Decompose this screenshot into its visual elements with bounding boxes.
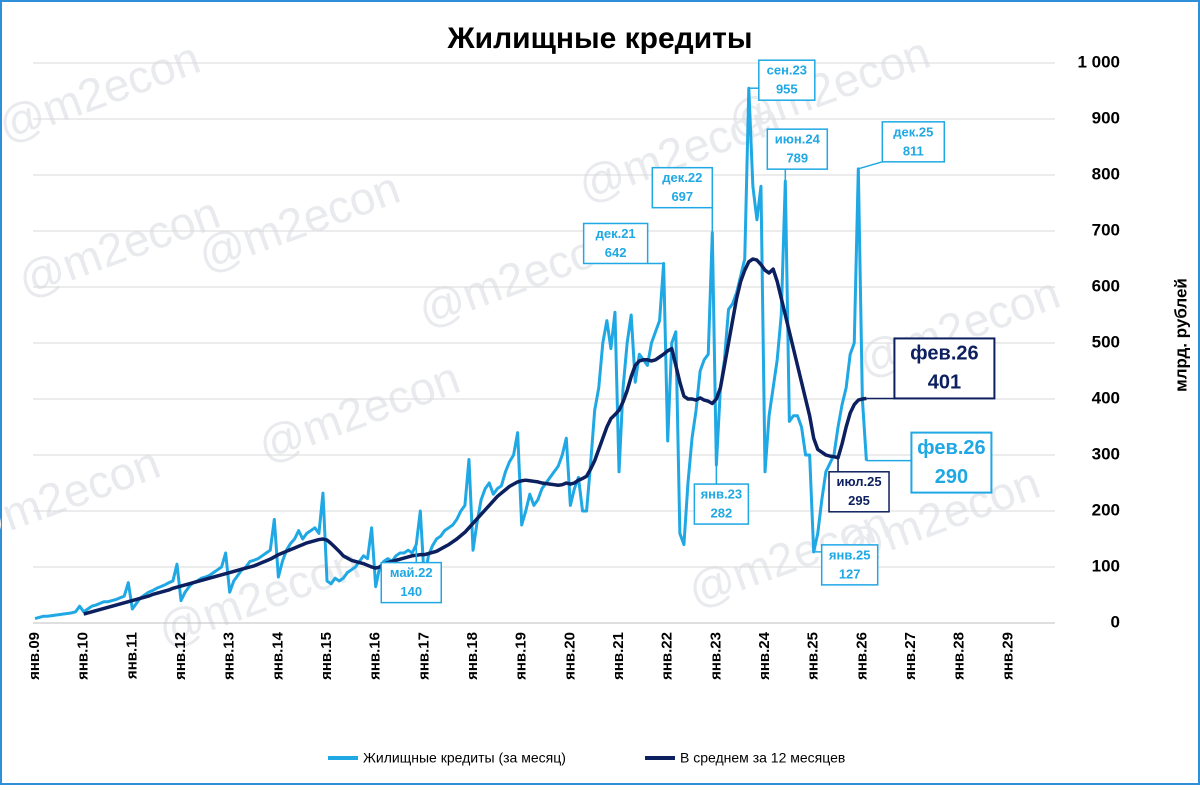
x-tick-label: янв.14 xyxy=(269,631,286,680)
callout-value: 140 xyxy=(400,584,422,599)
x-tick-label: янв.15 xyxy=(318,632,335,680)
callout-date: дек.25 xyxy=(893,124,933,139)
callout-box xyxy=(582,222,649,265)
callout-pointer xyxy=(858,161,883,170)
callout-box xyxy=(893,337,996,400)
callout-box xyxy=(910,431,993,494)
callout-value: 401 xyxy=(928,372,961,394)
y-tick-label: 0 xyxy=(1111,612,1120,631)
callout-date: дек.22 xyxy=(662,170,702,185)
y-tick-label: 200 xyxy=(1092,500,1120,519)
x-tick-label: янв.11 xyxy=(123,632,140,679)
callout-box xyxy=(766,128,829,170)
y-tick-label: 700 xyxy=(1092,220,1120,239)
callout-value: 811 xyxy=(903,143,924,158)
x-tick-label: янв.09 xyxy=(26,632,43,680)
x-tick-label: янв.28 xyxy=(951,632,968,680)
callout-box xyxy=(758,59,816,101)
x-tick-label: янв.13 xyxy=(221,632,238,680)
y-tick-label: 400 xyxy=(1092,388,1120,407)
callout-date: июн.24 xyxy=(775,132,821,147)
y-tick-label: 900 xyxy=(1092,108,1120,127)
callout-value: 127 xyxy=(839,566,861,581)
x-tick-label: янв.19 xyxy=(513,632,530,680)
y-axis-title: млрд. рублей xyxy=(1171,278,1190,392)
y-tick-label: 600 xyxy=(1092,276,1120,295)
callout-box xyxy=(820,544,879,586)
x-tick-label: янв.24 xyxy=(756,631,773,680)
callout-value: 290 xyxy=(935,466,968,488)
x-tick-label: янв.16 xyxy=(367,632,384,680)
series-line xyxy=(83,257,867,616)
x-tick-label: янв.10 xyxy=(75,632,92,680)
x-tick-label: янв.29 xyxy=(999,632,1016,680)
x-tick-label: янв.21 xyxy=(610,632,627,680)
callout-value: 642 xyxy=(605,245,627,260)
callout-value: 282 xyxy=(711,506,733,521)
callout-box xyxy=(828,471,890,513)
legend-label: Жилищные кредиты (за месяц) xyxy=(363,750,566,766)
x-tick-label: янв.26 xyxy=(853,632,870,680)
legend-label: В среднем за 12 месяцев xyxy=(680,750,845,766)
x-tick-label: янв.12 xyxy=(172,632,189,680)
y-tick-label: 500 xyxy=(1092,332,1120,351)
callout-box xyxy=(693,483,750,525)
callout-value: 955 xyxy=(776,82,798,97)
callout-value: 295 xyxy=(848,493,870,508)
x-tick-label: янв.27 xyxy=(902,632,919,680)
y-tick-label: 100 xyxy=(1092,556,1120,575)
callout-date: янв.25 xyxy=(829,547,871,562)
callout-date: сен.23 xyxy=(767,63,807,78)
callout-value: 789 xyxy=(786,151,808,166)
callout-box xyxy=(380,561,442,604)
callout-date: июл.25 xyxy=(836,474,881,489)
callout-date: янв.23 xyxy=(701,487,743,502)
callout-box xyxy=(651,166,714,209)
x-tick-label: янв.22 xyxy=(659,632,676,680)
y-tick-label: 300 xyxy=(1092,444,1120,463)
x-tick-label: янв.23 xyxy=(707,632,724,680)
chart-title: Жилищные кредиты xyxy=(447,22,753,55)
callout-date: фев.26 xyxy=(910,343,978,365)
y-tick-label: 1 000 xyxy=(1077,52,1120,71)
x-tick-label: янв.18 xyxy=(464,632,481,680)
callout-date: дек.21 xyxy=(596,226,636,241)
y-tick-label: 800 xyxy=(1092,164,1120,183)
callout-value: 697 xyxy=(671,189,693,204)
callout-box xyxy=(881,121,946,163)
x-tick-label: янв.25 xyxy=(805,632,822,680)
series-line xyxy=(34,86,868,620)
callout-date: фев.26 xyxy=(917,437,985,459)
x-tick-label: янв.20 xyxy=(561,632,578,680)
x-tick-label: янв.17 xyxy=(415,632,432,680)
callout-date: май.22 xyxy=(390,565,433,580)
